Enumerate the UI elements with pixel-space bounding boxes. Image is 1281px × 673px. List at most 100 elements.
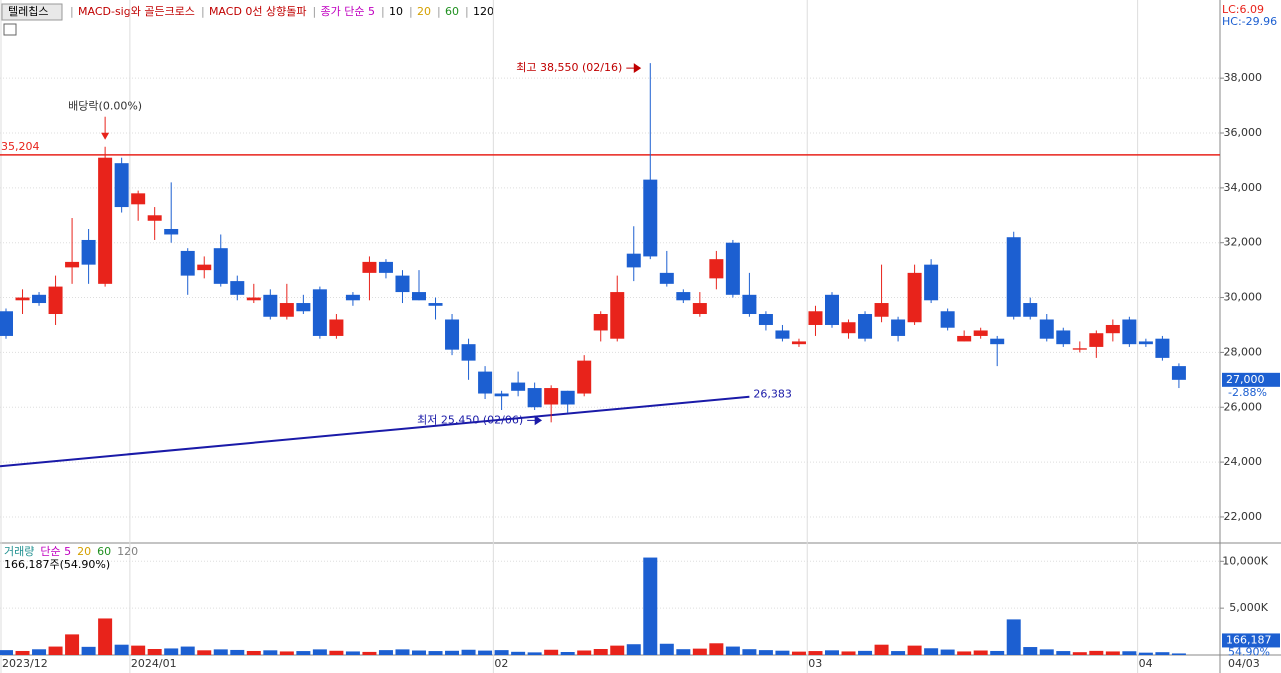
legend-separator: | [381, 5, 385, 18]
candle-body [626, 253, 641, 268]
y-tick-label: 30,000 [1224, 291, 1263, 304]
candle-body [1171, 366, 1186, 380]
candle-body [841, 322, 856, 334]
volume-bar [131, 645, 146, 655]
volume-bar [593, 649, 608, 655]
candle-body [791, 341, 806, 345]
volume-bar [891, 651, 906, 655]
candle-body [610, 292, 625, 339]
volume-bar [577, 650, 592, 655]
volume-bar [858, 650, 873, 655]
volume-bar [544, 649, 559, 655]
volume-last-ratio: 54.90% [1228, 645, 1270, 658]
volume-tick-label: 5,000K [1229, 601, 1268, 614]
volume-bar [180, 646, 195, 655]
candle-body [362, 261, 377, 273]
volume-bar [0, 650, 13, 655]
candle-body [329, 319, 344, 336]
volume-last-box [1222, 633, 1280, 648]
x-tick-label: 03 [808, 657, 822, 670]
volume-bar [709, 643, 724, 655]
y-tick-label: 38,000 [1224, 71, 1263, 84]
y-tick-label: 34,000 [1224, 181, 1263, 194]
legend-item: 120 [473, 5, 494, 18]
x-tick-label: 02 [494, 657, 508, 670]
menu-icon[interactable] [3, 23, 17, 36]
volume-bar [1072, 652, 1087, 655]
candle-body [48, 286, 63, 315]
candle-body [445, 319, 460, 350]
candle-body [395, 275, 410, 293]
x-tick-label: 2024/01 [131, 657, 177, 670]
volume-bar [643, 557, 658, 655]
volume-legend-item: 120 [117, 545, 138, 558]
candle-body [428, 303, 443, 306]
candle-body [494, 393, 509, 397]
volume-bar [263, 650, 278, 655]
candle-body [263, 294, 278, 317]
volume-bar [296, 651, 311, 655]
volume-bar [1089, 650, 1104, 655]
candle-body [692, 303, 707, 315]
y-tick-label: 28,000 [1224, 345, 1263, 358]
chart-title: 텔레칩스 [8, 5, 48, 18]
volume-legend-item: 60 [97, 545, 111, 558]
candle-body [1039, 319, 1054, 339]
y-tick-label: 26,000 [1224, 400, 1263, 413]
volume-bar [725, 646, 740, 655]
volume-legend-item: 20 [77, 545, 91, 558]
volume-bar [1105, 651, 1120, 655]
volume-legend-item: 단순 5 [40, 545, 71, 558]
volume-bar [692, 648, 707, 655]
candle-body [32, 294, 47, 304]
candle-body [197, 264, 212, 271]
volume-bar [230, 649, 245, 655]
volume-bar [1039, 649, 1054, 655]
legend-separator: | [437, 5, 441, 18]
candle-body [461, 344, 476, 361]
candle-body [0, 311, 13, 336]
volume-bar [511, 651, 526, 655]
candle-body [98, 157, 113, 284]
high-arrow [626, 63, 642, 74]
volume-bar [841, 651, 856, 655]
volume-bar [461, 649, 476, 655]
title-box[interactable] [1, 3, 63, 21]
candle-body [312, 289, 327, 336]
volume-bar [874, 644, 889, 655]
candle-body [65, 261, 80, 268]
volume-bar [758, 650, 773, 655]
low-label: 최저 25,450 (02/06) [417, 413, 523, 426]
candle-body [279, 303, 294, 317]
candle-body [15, 297, 30, 301]
candle-body [511, 382, 526, 391]
volume-bar [560, 652, 575, 655]
candle-body [1105, 324, 1120, 334]
candle-body [676, 292, 691, 301]
volume-bar [1171, 653, 1186, 655]
volume-bar [791, 651, 806, 655]
volume-bar [164, 648, 179, 655]
candle-body [81, 239, 96, 265]
current-price: 27,000 [1226, 373, 1265, 386]
candle-body [527, 388, 542, 408]
candle-body [1023, 303, 1038, 317]
volume-bar [1056, 651, 1071, 655]
candle-body [1122, 319, 1137, 345]
volume-bar [81, 646, 96, 655]
candle-body [1089, 333, 1104, 347]
candle-body [973, 330, 988, 336]
candle-body [659, 272, 674, 284]
candle-body [577, 360, 592, 394]
volume-bar [362, 651, 377, 655]
volume-bar [345, 651, 360, 655]
candle-body [147, 215, 162, 221]
y-tick-label: 22,000 [1224, 510, 1263, 523]
volume-bar [742, 649, 757, 655]
candle-body [478, 371, 493, 394]
candle-body [544, 388, 559, 405]
current-change: -2.88% [1228, 386, 1267, 399]
status-label: LC:6.09 [1222, 3, 1264, 16]
status-label: HC:-29.96 [1222, 15, 1277, 28]
